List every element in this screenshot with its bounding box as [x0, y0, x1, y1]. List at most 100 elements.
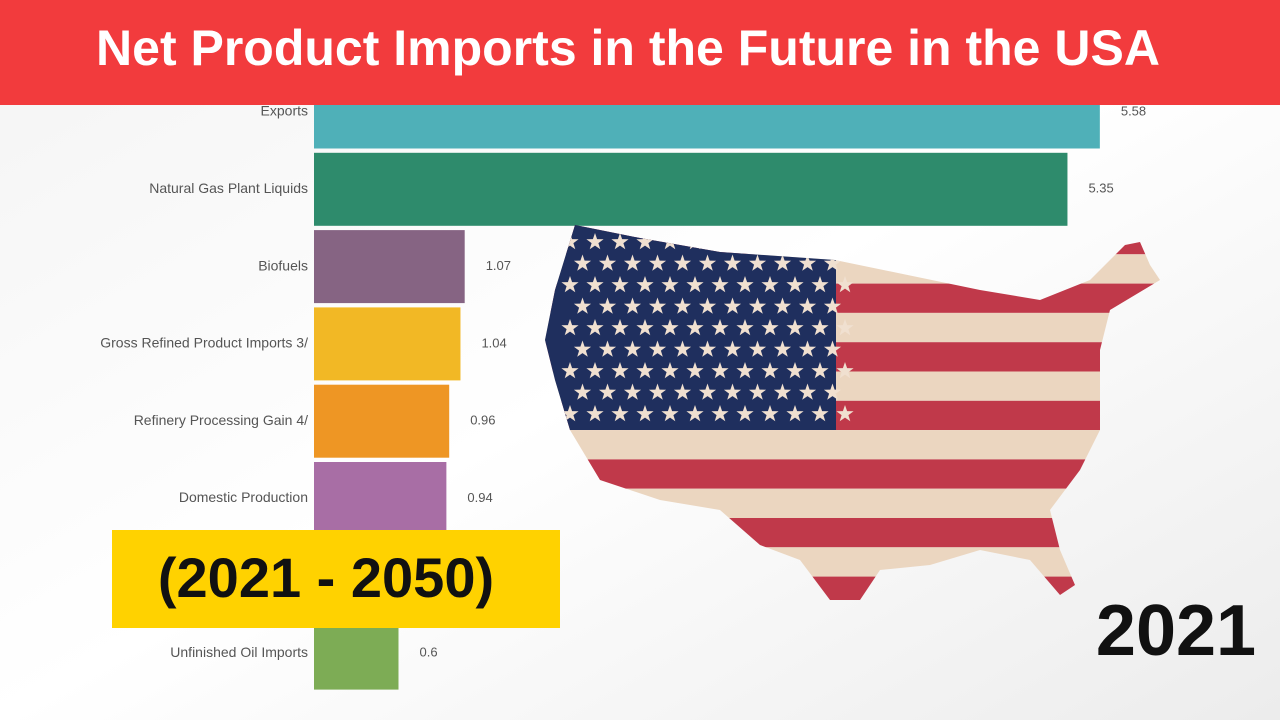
flag-star	[748, 297, 767, 314]
flag-star	[723, 340, 742, 357]
flag-star	[723, 254, 742, 271]
flag-star	[673, 383, 692, 400]
flag-star	[711, 276, 729, 293]
chart-title: Net Product Imports in the Future in the…	[96, 20, 1160, 76]
flag-star	[798, 297, 817, 314]
flag-star	[811, 276, 829, 293]
flag-star	[723, 297, 742, 314]
flag-star	[711, 405, 729, 422]
flag-star	[686, 276, 704, 293]
flag-star	[673, 340, 692, 357]
flag-star	[661, 276, 679, 293]
flag-star	[773, 383, 792, 400]
flag-star	[698, 340, 717, 357]
flag-star	[598, 297, 617, 314]
bars: Exports 5.58 Natural Gas Plant Liquids 5.35…	[100, 75, 1146, 690]
category-label: Refinery Processing Gain 4/	[134, 412, 308, 428]
value-label: 0.96	[470, 413, 495, 428]
flag-star	[661, 319, 679, 336]
flag-star	[811, 319, 829, 336]
flag-star	[686, 405, 704, 422]
value-label: 1.07	[486, 258, 511, 273]
flag-star	[573, 383, 592, 400]
flag-star	[661, 362, 679, 379]
flag-star	[748, 340, 767, 357]
flag-star	[673, 254, 692, 271]
flag-star	[786, 405, 804, 422]
flag-star	[611, 233, 629, 250]
category-label: Unfinished Oil Imports	[170, 644, 308, 660]
value-label: 5.35	[1088, 181, 1113, 196]
bar	[314, 462, 447, 535]
period-label: 2021	[1096, 591, 1256, 671]
bar	[314, 152, 1068, 226]
category-label: Biofuels	[258, 257, 308, 273]
flag-star	[586, 276, 604, 293]
flag-star	[836, 276, 854, 293]
flag-star	[611, 276, 629, 293]
subtitle-box	[112, 530, 560, 628]
category-label: Domestic Production	[179, 489, 308, 505]
flag-star	[736, 362, 754, 379]
flag-star	[811, 362, 829, 379]
flag-star	[761, 362, 779, 379]
flag-star	[748, 254, 767, 271]
category-label: Gross Refined Product Imports 3/	[100, 335, 308, 351]
flag-star	[736, 405, 754, 422]
flag-star	[561, 276, 579, 293]
flag-star	[773, 340, 792, 357]
flag-star	[786, 319, 804, 336]
value-label: 5.58	[1121, 103, 1146, 118]
flag-star	[711, 362, 729, 379]
flag-star	[798, 340, 817, 357]
category-label: Natural Gas Plant Liquids	[149, 180, 308, 196]
flag-star	[836, 319, 854, 336]
flag-star	[648, 340, 667, 357]
value-label: 1.04	[481, 335, 506, 350]
value-label: 0.94	[467, 490, 492, 505]
flag-star	[598, 340, 617, 357]
flag-star	[723, 383, 742, 400]
flag-star	[823, 254, 842, 271]
flag-star	[586, 405, 604, 422]
flag-star	[773, 254, 792, 271]
flag-star	[686, 319, 704, 336]
flag-star	[611, 362, 629, 379]
flag-star	[836, 405, 854, 422]
flag-star	[823, 383, 842, 400]
flag-star	[636, 233, 654, 250]
flag-star	[798, 254, 817, 271]
bar	[314, 307, 461, 381]
chart-subtitle: (2021 - 2050)	[158, 546, 494, 609]
flag-star	[711, 319, 729, 336]
flag-star	[586, 319, 604, 336]
flag-star	[698, 254, 717, 271]
flag-star	[611, 405, 629, 422]
flag-star	[636, 362, 654, 379]
flag-star	[773, 297, 792, 314]
title-banner	[0, 0, 1280, 105]
bar	[314, 616, 399, 690]
flag-star	[598, 254, 617, 271]
flag-star	[636, 276, 654, 293]
flag-star	[623, 254, 642, 271]
flag-star	[748, 383, 767, 400]
flag-star	[761, 276, 779, 293]
flag-stripe	[545, 459, 1160, 489]
flag-star	[623, 340, 642, 357]
flag-star	[686, 362, 704, 379]
flag-star	[586, 233, 604, 250]
flag-star	[798, 383, 817, 400]
flag-star	[623, 297, 642, 314]
value-label: 0.6	[420, 645, 438, 660]
flag-star	[561, 362, 579, 379]
flag-star	[573, 340, 592, 357]
flag-star	[623, 383, 642, 400]
flag-star	[698, 297, 717, 314]
flag-star	[648, 297, 667, 314]
flag-star	[573, 297, 592, 314]
flag-star	[786, 276, 804, 293]
flag-star	[561, 319, 579, 336]
flag-star	[761, 319, 779, 336]
flag-star	[823, 297, 842, 314]
